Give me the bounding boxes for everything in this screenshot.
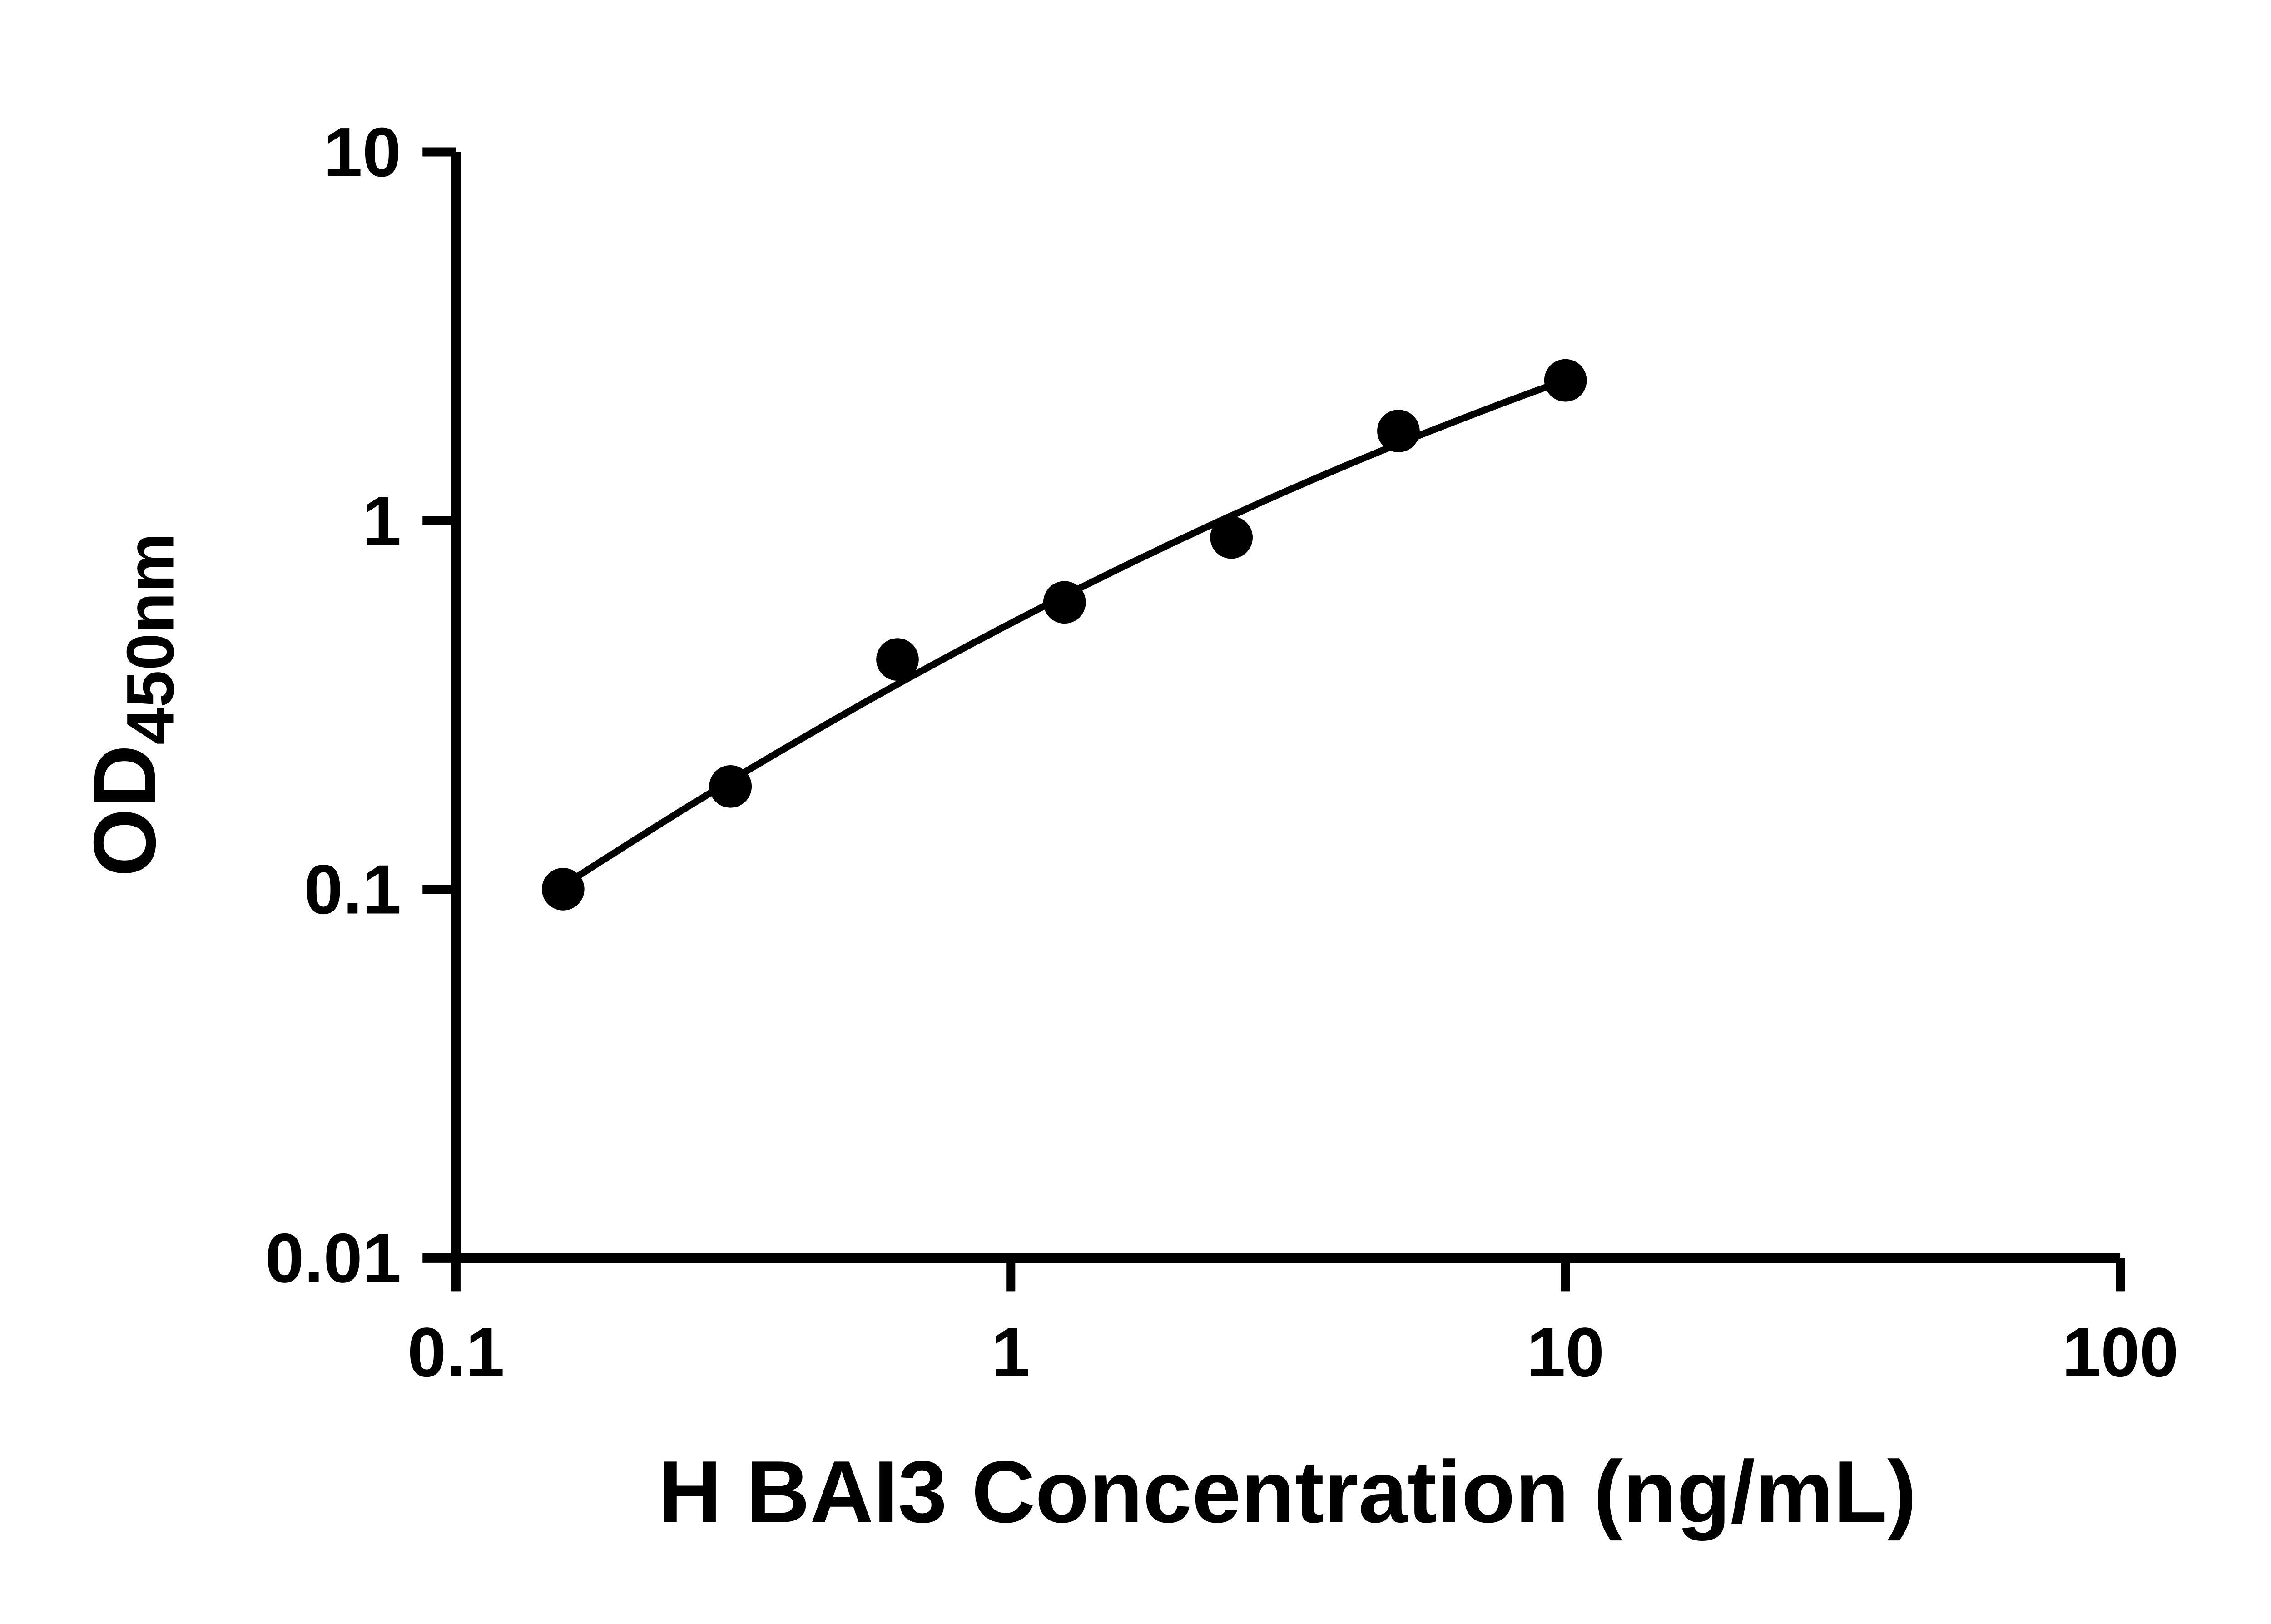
y-axis-title-subscript: 450nm <box>113 533 188 744</box>
x-axis-tick-labels: 0.1 1 10 100 <box>407 1313 2179 1391</box>
y-tick-label: 10 <box>323 113 401 191</box>
data-point-marker <box>1544 359 1587 402</box>
data-point-marker <box>876 638 919 681</box>
x-tick-label: 1 <box>991 1313 1030 1391</box>
y-axis-ticks <box>422 147 456 1263</box>
x-tick-label: 100 <box>2062 1313 2179 1391</box>
data-point-marker <box>541 868 585 911</box>
axis-spine-path <box>451 152 2121 1263</box>
y-axis-title: OD450nm <box>75 533 188 876</box>
y-tick-label: 1 <box>362 482 402 560</box>
axis-spines <box>451 152 2121 1263</box>
y-tick-label: 0.1 <box>304 851 401 929</box>
x-tick-label: 10 <box>1527 1313 1604 1391</box>
x-axis-ticks <box>451 1258 2125 1292</box>
data-point-marker <box>1210 516 1253 559</box>
x-tick-label: 0.1 <box>407 1313 505 1391</box>
data-point-marker <box>709 765 752 808</box>
data-points <box>541 359 1587 911</box>
y-axis-title-main: OD <box>75 745 174 877</box>
x-axis-title: H BAI3 Concentration (ng/mL) <box>658 1443 1917 1541</box>
y-tick-label: 0.01 <box>265 1219 402 1297</box>
y-axis-tick-labels: 0.01 0.1 1 10 <box>265 113 402 1297</box>
data-point-marker <box>1043 581 1086 624</box>
standard-curve-line <box>560 376 1569 890</box>
data-point-marker <box>1377 410 1420 452</box>
fit-curve <box>560 376 1569 890</box>
